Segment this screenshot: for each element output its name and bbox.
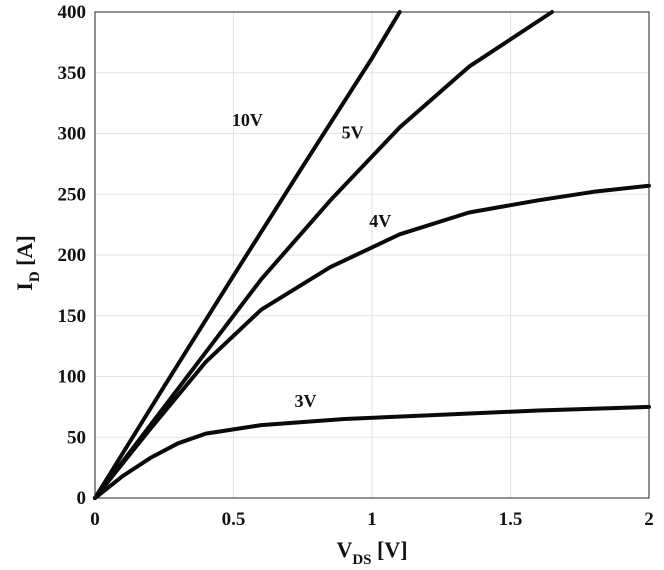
x-tick-label: 0	[90, 509, 100, 530]
x-tick-label: 1.5	[499, 509, 523, 530]
y-tick-label: 100	[58, 367, 87, 388]
y-tick-label: 200	[58, 245, 87, 266]
x-axis-label-main: V	[336, 537, 352, 562]
grid	[95, 12, 649, 498]
y-tick-label: 350	[58, 63, 87, 84]
x-tick-label: 2	[644, 509, 654, 530]
x-tick-label: 1	[367, 509, 377, 530]
y-tick-label: 250	[58, 184, 87, 205]
axes-frame	[94, 11, 650, 499]
x-tick-label: 0.5	[222, 509, 246, 530]
y-tick-label: 400	[58, 2, 87, 23]
y-axis-ticks: 0 50 100 150 200 250 300 350 400	[58, 2, 87, 509]
y-tick-label: 150	[58, 306, 87, 327]
y-tick-label: 300	[58, 124, 87, 145]
y-tick-label: 50	[67, 427, 86, 448]
y-axis-label-main: I	[12, 282, 37, 291]
y-tick-label: 0	[77, 488, 87, 509]
series-line-5v	[93, 10, 554, 500]
x-axis-ticks: 0 0.5 1 1.5 2	[90, 509, 654, 530]
series-label-5v: 5V	[342, 122, 364, 142]
series-line-10v	[93, 10, 402, 500]
x-axis-label-unit: [V]	[372, 537, 408, 562]
plot-area	[93, 10, 651, 500]
series-label-3v: 3V	[295, 391, 317, 411]
y-axis-label-sub: D	[27, 271, 43, 282]
series-line-4v	[93, 183, 651, 500]
y-axis-label-unit: [A]	[12, 235, 37, 271]
series-label-4v: 4V	[369, 211, 391, 231]
series-labels: 10V 5V 4V 3V	[232, 110, 391, 411]
series-label-10v: 10V	[232, 110, 263, 130]
x-axis-label-sub: DS	[352, 552, 371, 568]
y-axis-label: ID [A]	[12, 235, 43, 290]
series-line-3v	[93, 404, 651, 500]
x-axis-label: VDS [V]	[336, 537, 407, 568]
